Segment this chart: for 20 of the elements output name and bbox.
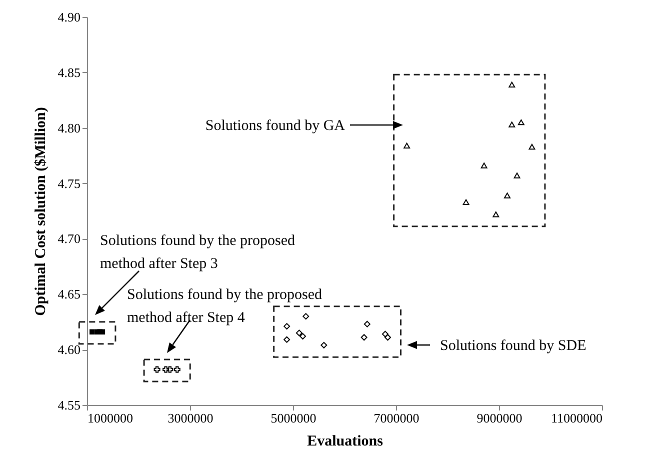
- y-tick-label: 4.80: [58, 120, 80, 136]
- y-tick-label: 4.65: [58, 286, 80, 302]
- x-tick-label: 9000000: [476, 410, 522, 426]
- annotation: Solutions found by the proposed method after Step 4: [127, 287, 322, 326]
- annotation: Solutions found by the proposed method after Step 3: [100, 233, 296, 272]
- y-tick-label: 4.55: [58, 398, 80, 412]
- x-tick-label: 5000000: [270, 410, 316, 426]
- y-tick-label: 4.70: [58, 231, 80, 246]
- annotation: Solutions found by SDE: [440, 338, 586, 354]
- y-tick-label: 4.85: [58, 64, 80, 80]
- y-tick-label: 4.60: [58, 342, 80, 358]
- x-tick-label: 1000000: [88, 410, 133, 426]
- annotation: Solutions found by GA: [205, 118, 346, 134]
- x-axis-title: Evaluations: [307, 434, 384, 450]
- x-tick-label: 3000000: [168, 410, 214, 426]
- y-tick-label: 4.75: [58, 176, 80, 191]
- y-axis-title: Optimal Cost solution ($Million): [32, 107, 49, 316]
- x-tick-label: 7000000: [374, 410, 420, 426]
- y-tick-label: 4.90: [58, 10, 80, 24]
- x-tick-label: 11000000: [550, 410, 602, 426]
